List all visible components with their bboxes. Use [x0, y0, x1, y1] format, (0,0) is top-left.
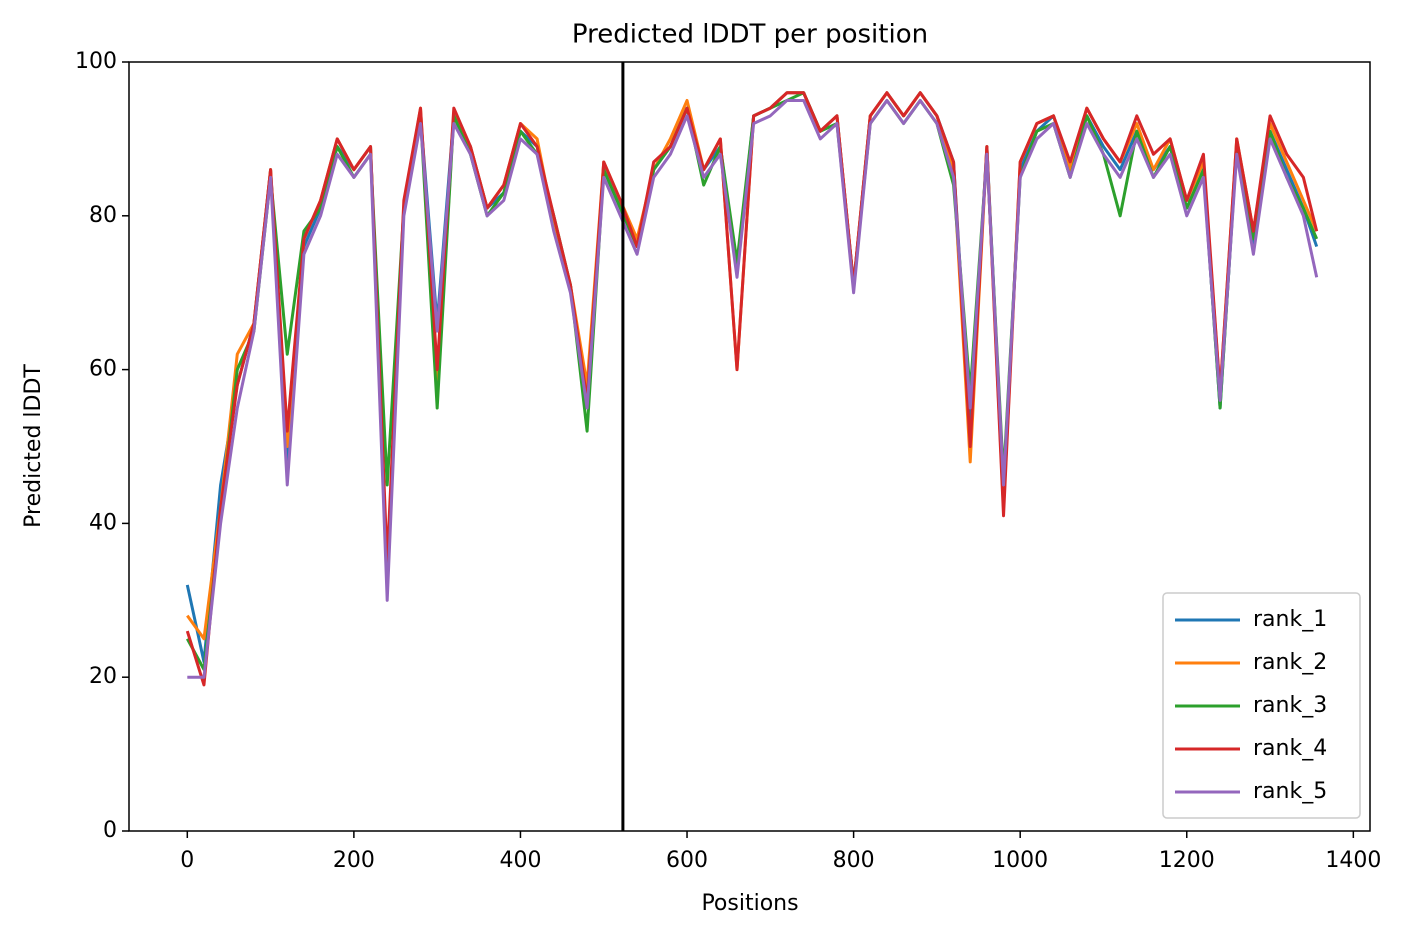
legend-label: rank_5 [1253, 779, 1327, 804]
series-line [185, 91, 1319, 687]
x-tick-label: 200 [333, 848, 375, 873]
y-tick-label: 40 [89, 510, 117, 535]
legend-label: rank_4 [1253, 736, 1327, 761]
legend-label: rank_1 [1253, 607, 1327, 632]
x-tick-label: 1200 [1159, 848, 1215, 873]
x-tick-label: 600 [666, 848, 708, 873]
legend-box [1162, 592, 1361, 819]
y-tick-label: 20 [89, 664, 117, 689]
plot-frame [128, 61, 1371, 832]
y-tick-label: 80 [89, 203, 117, 228]
y-tick-label: 60 [89, 357, 117, 382]
x-tick-label: 800 [833, 848, 875, 873]
series-line [187, 98, 1319, 679]
x-tick-label: 1000 [992, 848, 1048, 873]
legend-label: rank_3 [1253, 693, 1327, 718]
series-line [185, 91, 1319, 664]
series-line [185, 91, 1319, 672]
x-axis-label: Positions [701, 891, 798, 916]
y-tick-label: 100 [75, 49, 117, 74]
chart-title: Predicted lDDT per position [572, 20, 928, 50]
x-tick-label: 0 [180, 848, 194, 873]
x-tick-label: 1400 [1325, 848, 1381, 873]
legend-label: rank_2 [1253, 650, 1327, 675]
y-tick-label: 0 [103, 818, 117, 843]
y-axis-label: Predicted lDDT [21, 364, 46, 528]
x-tick-label: 400 [499, 848, 541, 873]
